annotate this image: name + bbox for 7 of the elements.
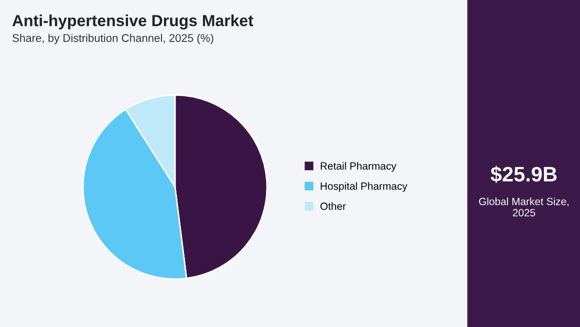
chart-subtitle: Share, by Distribution Channel, 2025 (%) xyxy=(12,34,214,44)
text: Global Market Size, 2025 xyxy=(479,198,569,216)
legend-label: Hospital Pharmacy xyxy=(320,182,408,192)
text: $25.9B xyxy=(490,166,557,183)
legend-label: Other xyxy=(320,202,346,210)
legend-label: Retail Pharmacy xyxy=(320,162,396,172)
chart-title: Anti-hypertensive Drugs Market xyxy=(12,14,254,30)
